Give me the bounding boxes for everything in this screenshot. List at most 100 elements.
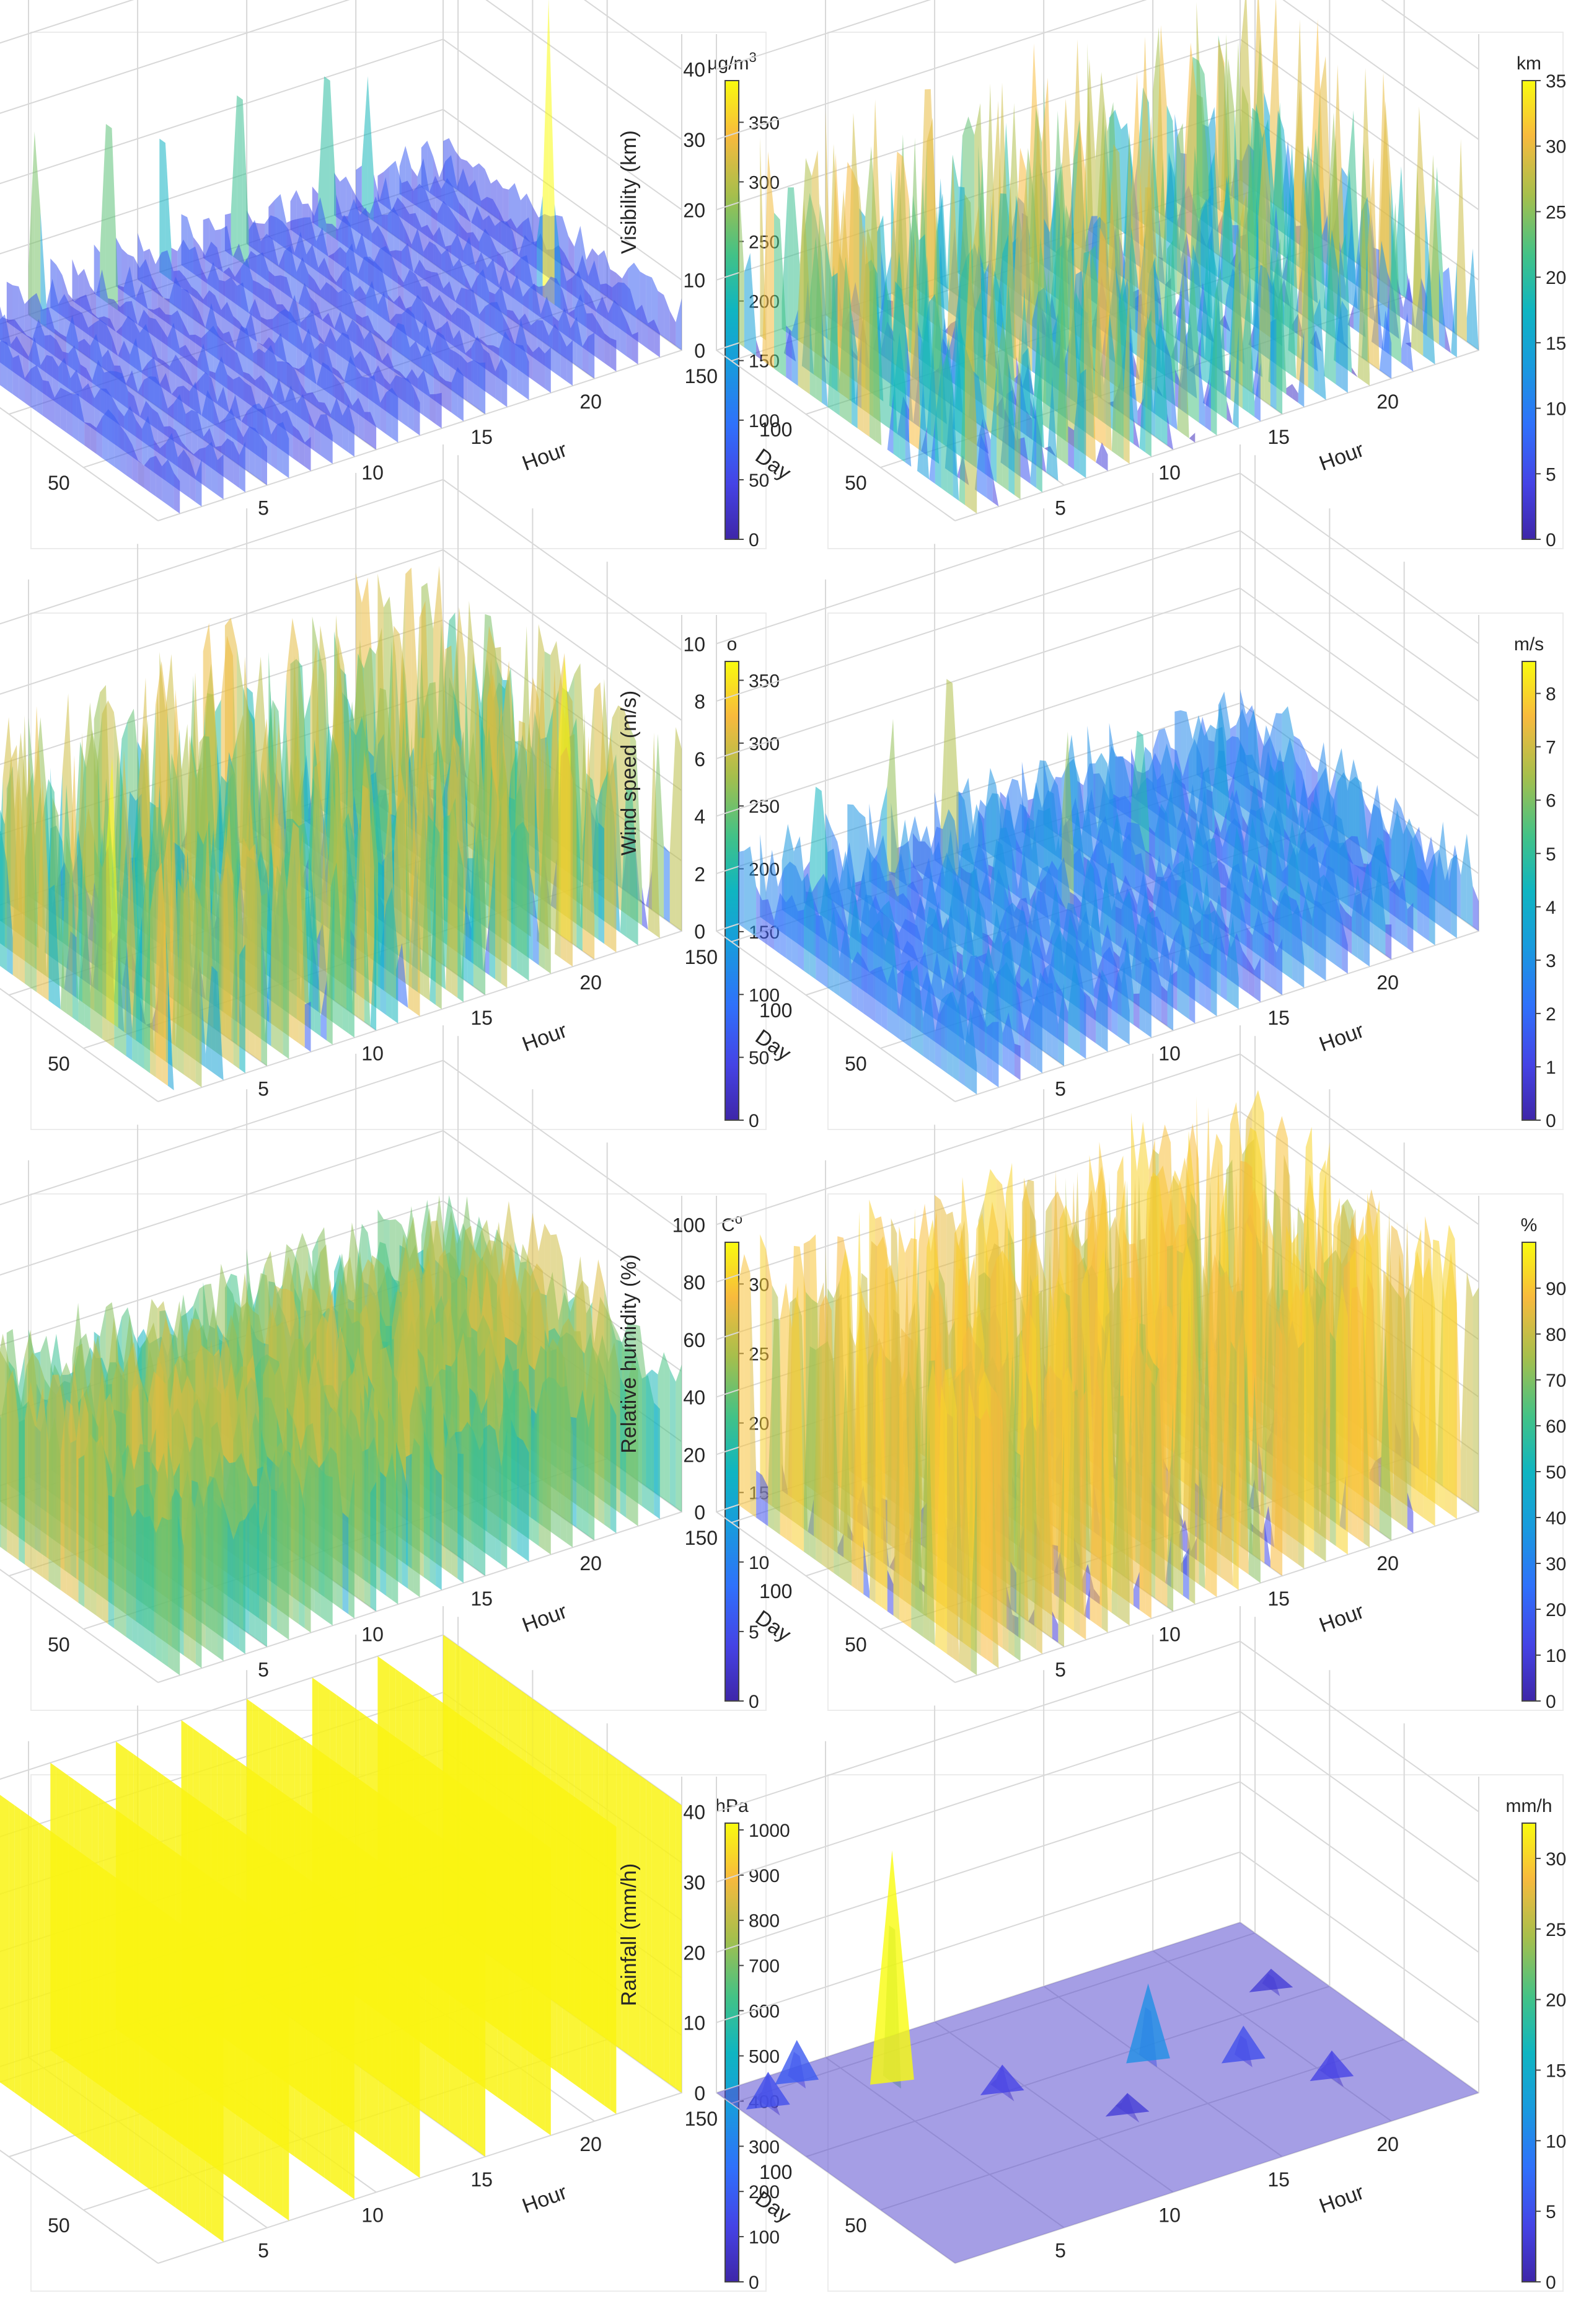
surface-patch [479, 306, 485, 347]
surface-patch [429, 1451, 436, 1586]
surface-patch [473, 360, 480, 410]
surface-patch [1101, 969, 1108, 1052]
hour-tick-label: 10 [361, 1042, 384, 1064]
surface-patch [334, 247, 340, 288]
surface-patch [441, 249, 447, 296]
hour-axis-label: Hour [519, 1018, 570, 1056]
surface-patch [277, 1481, 283, 1636]
colorbar-unit-main: µg/m [707, 53, 749, 74]
surface-patch [941, 994, 948, 1074]
z-tick-label: 20 [683, 199, 705, 221]
surface-patch [598, 822, 605, 944]
surface-patch [905, 970, 912, 1048]
surface-patch [522, 821, 529, 981]
surface-patch [651, 277, 658, 334]
surface-patch [332, 286, 338, 332]
surface-patch [90, 423, 97, 454]
surface [738, 0, 1479, 514]
surface-patch [1473, 248, 1479, 350]
surface-patch [676, 298, 682, 350]
hour-axis-label: Hour [519, 438, 570, 475]
z-tick-label: 10 [683, 633, 705, 655]
hour-tick-label: 5 [258, 1078, 269, 1100]
surface-patch [537, 195, 543, 296]
surface-patch [457, 1453, 464, 1583]
surface-patch [517, 1436, 523, 1558]
surface-patch [1036, 995, 1042, 1074]
surface-patch [73, 394, 79, 441]
surface-patch [372, 281, 378, 338]
surface-patch [762, 899, 768, 945]
surface-patch [1417, 867, 1424, 937]
surface-patch [539, 1387, 545, 1550]
hour-tick-label: 20 [579, 391, 602, 413]
surface-patch [1099, 227, 1106, 447]
surface-patch [467, 858, 473, 987]
surface-patch [1401, 313, 1407, 368]
surface-patch [211, 966, 218, 1076]
surface-patch [598, 1356, 605, 1525]
surface-patch [469, 180, 475, 226]
colorbar-gradient [1521, 80, 1536, 540]
surface-patch [620, 307, 627, 356]
z-tick-label: 2 [694, 863, 705, 885]
surface-patch [522, 1440, 529, 1562]
surface-patch [304, 436, 311, 471]
surface-patch [352, 243, 358, 301]
surface-patch [511, 826, 517, 973]
surface-patch [1461, 139, 1467, 342]
surface-patch [479, 1438, 486, 1576]
surface-patch [560, 746, 567, 963]
surface-patch [1161, 985, 1168, 1027]
surface-patch [320, 282, 327, 324]
surface-patch [610, 338, 617, 372]
surface-patch [320, 414, 327, 460]
surface-patch [443, 201, 449, 252]
surface-patch [946, 156, 953, 360]
surface-patch [12, 355, 19, 399]
surface-patch [780, 893, 786, 958]
surface-patch [429, 394, 436, 425]
surface-patch [545, 347, 551, 393]
z-tick-label: 40 [683, 59, 705, 81]
surface-patch [177, 878, 184, 1075]
surface-patch [249, 1502, 255, 1638]
surface-patch [588, 332, 595, 379]
surface-patch [1080, 986, 1086, 1059]
surface-patch [348, 873, 354, 1038]
surface-patch [0, 340, 1, 386]
colorbar-tick-label: 350 [749, 113, 780, 133]
colorbar-tick-label: 350 [749, 671, 780, 691]
surface-patch [463, 168, 469, 221]
surface-patch [277, 422, 283, 474]
surface-patch [511, 1419, 517, 1553]
panel-3: 0100200300400510152050100150HourDayWind … [0, 444, 780, 1131]
surface-patch [1407, 903, 1414, 953]
surface-patch [798, 199, 804, 391]
hour-tick-label: 10 [1158, 461, 1181, 484]
hour-tick-label: 5 [258, 497, 269, 519]
surface-patch [239, 1519, 245, 1655]
surface-patch [361, 76, 368, 217]
surface-patch [506, 221, 513, 275]
surface-patch [632, 332, 638, 365]
hour-gridline [0, 407, 159, 521]
surface-patch [987, 1022, 993, 1084]
surface-patch [218, 454, 224, 500]
day-tick-label: 50 [48, 1053, 70, 1075]
surface-patch [326, 223, 332, 260]
surface-patch [156, 862, 162, 1082]
surface-patch [911, 965, 917, 1052]
surface-patch [1342, 300, 1348, 393]
hour-tick-label: 10 [1158, 1042, 1181, 1064]
surface-patch [489, 353, 496, 399]
colorbar-gradient [724, 661, 739, 1121]
surface-patch [654, 319, 660, 358]
colorbar-tick-label: 3 [1546, 951, 1556, 971]
surface-patch [1395, 873, 1402, 944]
surface-patch [1068, 426, 1074, 470]
surface-patch [1176, 123, 1183, 298]
z-gridline [716, 587, 1479, 759]
day-tick-label: 50 [845, 1053, 867, 1075]
surface-patch [413, 1438, 420, 1597]
